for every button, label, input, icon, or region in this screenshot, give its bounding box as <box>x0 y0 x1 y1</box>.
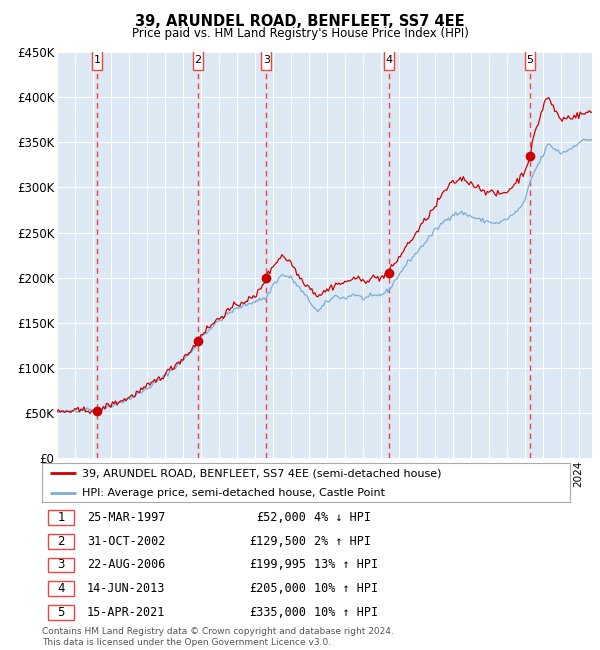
Text: 2: 2 <box>57 535 65 548</box>
FancyBboxPatch shape <box>525 50 535 70</box>
FancyBboxPatch shape <box>49 510 74 525</box>
Text: 5: 5 <box>58 606 65 619</box>
Text: 25-MAR-1997: 25-MAR-1997 <box>87 511 165 524</box>
FancyBboxPatch shape <box>49 605 74 619</box>
Text: £129,500: £129,500 <box>249 535 306 548</box>
Text: 2% ↑ HPI: 2% ↑ HPI <box>314 535 371 548</box>
Text: £205,000: £205,000 <box>249 582 306 595</box>
Text: Price paid vs. HM Land Registry's House Price Index (HPI): Price paid vs. HM Land Registry's House … <box>131 27 469 40</box>
Text: 3: 3 <box>263 55 270 65</box>
FancyBboxPatch shape <box>49 558 74 572</box>
Text: 10% ↑ HPI: 10% ↑ HPI <box>314 606 378 619</box>
Text: 39, ARUNDEL ROAD, BENFLEET, SS7 4EE: 39, ARUNDEL ROAD, BENFLEET, SS7 4EE <box>135 14 465 29</box>
FancyBboxPatch shape <box>262 50 271 70</box>
Text: 4: 4 <box>57 582 65 595</box>
Text: 3: 3 <box>58 558 65 571</box>
Text: 4% ↓ HPI: 4% ↓ HPI <box>314 511 371 524</box>
Text: 4: 4 <box>385 55 392 65</box>
Text: 2: 2 <box>194 55 202 65</box>
FancyBboxPatch shape <box>384 50 394 70</box>
Text: Contains HM Land Registry data © Crown copyright and database right 2024.
This d: Contains HM Land Registry data © Crown c… <box>42 627 394 647</box>
Text: £199,995: £199,995 <box>249 558 306 571</box>
FancyBboxPatch shape <box>49 581 74 596</box>
Text: 1: 1 <box>94 55 101 65</box>
Text: 39, ARUNDEL ROAD, BENFLEET, SS7 4EE (semi-detached house): 39, ARUNDEL ROAD, BENFLEET, SS7 4EE (sem… <box>82 469 441 478</box>
FancyBboxPatch shape <box>193 50 203 70</box>
Text: 10% ↑ HPI: 10% ↑ HPI <box>314 582 378 595</box>
FancyBboxPatch shape <box>49 534 74 549</box>
Text: 13% ↑ HPI: 13% ↑ HPI <box>314 558 378 571</box>
Text: 15-APR-2021: 15-APR-2021 <box>87 606 165 619</box>
Text: 14-JUN-2013: 14-JUN-2013 <box>87 582 165 595</box>
Text: 1: 1 <box>57 511 65 524</box>
Text: 22-AUG-2006: 22-AUG-2006 <box>87 558 165 571</box>
Text: 5: 5 <box>526 55 533 65</box>
Text: £335,000: £335,000 <box>249 606 306 619</box>
FancyBboxPatch shape <box>92 50 102 70</box>
Text: £52,000: £52,000 <box>256 511 306 524</box>
Text: 31-OCT-2002: 31-OCT-2002 <box>87 535 165 548</box>
Text: HPI: Average price, semi-detached house, Castle Point: HPI: Average price, semi-detached house,… <box>82 488 385 498</box>
